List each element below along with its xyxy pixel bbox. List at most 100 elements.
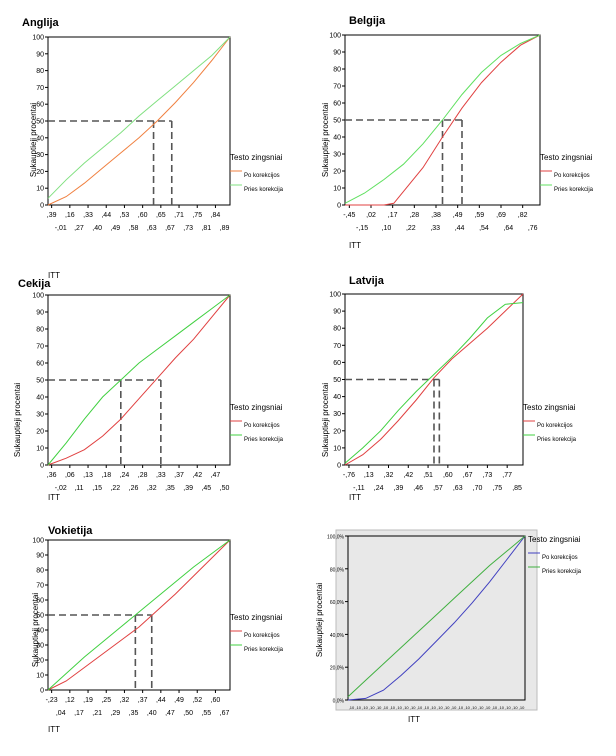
x-tick-label-top: ,49 xyxy=(174,697,184,704)
x-tick-label-top: ,44 xyxy=(156,697,166,704)
x-tick-label-top: ,17 xyxy=(388,212,398,219)
y-axis-label: Sukauptieji procentai xyxy=(321,103,330,177)
y-tick-label: 80 xyxy=(36,327,44,334)
x-tick-label: ,10 xyxy=(403,705,409,710)
y-tick-label: 90 xyxy=(333,309,341,316)
x-tick-label-top: ,84 xyxy=(211,212,221,219)
legend-title: Testo zingsniai xyxy=(540,153,593,162)
x-tick-label-top: ,36 xyxy=(47,472,57,479)
x-tick-label-bottom: ,89 xyxy=(220,225,230,232)
x-tick-label-top: ,19 xyxy=(83,697,93,704)
x-tick-label-bottom: -,11 xyxy=(353,485,365,492)
y-tick-label: 20 xyxy=(333,428,341,435)
x-tick-label: ,10 xyxy=(376,705,382,710)
y-tick-label: 10 xyxy=(36,186,44,193)
series-line-2 xyxy=(47,36,231,199)
x-axis-label: ITT xyxy=(408,715,420,724)
x-tick-label-top: ,13 xyxy=(364,472,374,479)
x-tick-label-bottom: ,50 xyxy=(220,485,230,492)
series-line-1 xyxy=(47,294,231,466)
x-tick-label-bottom: ,39 xyxy=(394,485,404,492)
y-tick-label: 50 xyxy=(333,118,341,125)
x-tick-label-top: -,45 xyxy=(343,212,355,219)
x-tick-label-top: ,51 xyxy=(423,472,433,479)
x-tick-label-top: ,47 xyxy=(211,472,221,479)
y-tick-label: 50 xyxy=(333,377,341,384)
x-tick-label-top: ,60 xyxy=(138,212,148,219)
x-tick-label-bottom: ,54 xyxy=(479,225,489,232)
y-tick-label: 0 xyxy=(337,463,341,470)
y-tick-label: 90 xyxy=(36,553,44,560)
legend-title: Testo zingsniai xyxy=(230,403,283,412)
y-tick-label: 80 xyxy=(333,67,341,74)
y-axis-label: Sukauptieji procentai xyxy=(31,593,40,667)
y-tick-label: 40 xyxy=(333,394,341,401)
y-tick-label: 70 xyxy=(36,85,44,92)
y-tick-label: 40 xyxy=(36,628,44,635)
y-tick-label: 80,0% xyxy=(330,567,345,573)
x-axis-label: ITT xyxy=(48,271,60,280)
chart-panel-1: Anglija 0 10 20 30 40 50 60 70 80 90 100 ,39 ,16 ,33 ,4… xyxy=(22,17,284,280)
x-tick-label-bottom: -,02 xyxy=(55,485,67,492)
y-tick-label: 10 xyxy=(36,673,44,680)
x-tick-label-bottom: ,39 xyxy=(183,485,193,492)
x-tick-label-bottom: ,35 xyxy=(129,710,139,717)
x-tick-label-bottom: ,85 xyxy=(512,485,522,492)
x-tick-label: ,10 xyxy=(498,705,504,710)
x-tick-label-bottom: -,01 xyxy=(55,225,67,232)
legend-label: Pries korekcija xyxy=(244,187,284,193)
x-tick-label-top: -,76 xyxy=(343,472,355,479)
x-tick-label-bottom: ,33 xyxy=(430,225,440,232)
x-tick-label-bottom: ,10 xyxy=(382,225,392,232)
y-tick-label: 0,0% xyxy=(333,699,345,705)
x-tick-label-top: ,12 xyxy=(65,697,75,704)
x-tick-label-bottom: ,75 xyxy=(492,485,502,492)
legend-title: Testo zingsniai xyxy=(523,403,576,412)
legend-title: Testo zingsniai xyxy=(528,535,581,544)
x-tick-label-top: ,60 xyxy=(211,697,221,704)
x-tick-label-top: ,71 xyxy=(174,212,184,219)
x-tick-label: ,10 xyxy=(464,705,470,710)
x-tick-label: ,10 xyxy=(458,705,464,710)
x-tick-label-bottom: ,63 xyxy=(453,485,463,492)
x-tick-label-top: ,38 xyxy=(431,212,441,219)
x-tick-label-top: ,42 xyxy=(403,472,413,479)
y-tick-label: 50 xyxy=(36,378,44,385)
x-tick-label-top: ,37 xyxy=(138,697,148,704)
x-tick-label-bottom: ,29 xyxy=(110,710,120,717)
x-tick-label-bottom: ,49 xyxy=(110,225,120,232)
legend-label: Po korekcijos xyxy=(542,555,578,561)
x-tick-label-bottom: ,55 xyxy=(201,710,211,717)
x-tick-label-top: ,18 xyxy=(101,472,111,479)
y-tick-label: 10 xyxy=(333,445,341,452)
x-tick-label-bottom: ,26 xyxy=(129,485,139,492)
x-tick-label-top: ,02 xyxy=(366,212,376,219)
x-tick-label-top: ,39 xyxy=(47,212,57,219)
x-tick-label-bottom: ,35 xyxy=(165,485,175,492)
x-tick-label-top: ,16 xyxy=(65,212,75,219)
x-tick-label-top: ,60 xyxy=(443,472,453,479)
plot-frame xyxy=(347,535,526,701)
series-line-1 xyxy=(47,539,231,691)
x-tick-label: ,10 xyxy=(519,705,525,710)
x-tick-label-top: -,23 xyxy=(46,697,58,704)
y-tick-label: 0 xyxy=(40,688,44,695)
y-axis-label: Sukauptieji procentai xyxy=(29,103,38,177)
x-tick-label: ,10 xyxy=(492,705,498,710)
x-tick-label-top: ,33 xyxy=(156,472,166,479)
y-tick-label: 20 xyxy=(36,169,44,176)
y-tick-label: 70 xyxy=(333,84,341,91)
y-tick-label: 60 xyxy=(333,360,341,367)
x-tick-label: ,10 xyxy=(362,705,368,710)
x-tick-label-bottom: ,46 xyxy=(413,485,423,492)
y-tick-label: 70 xyxy=(36,583,44,590)
y-tick-label: 80 xyxy=(36,68,44,75)
legend-label: Pries korekcija xyxy=(244,437,284,443)
x-axis-label: ITT xyxy=(48,493,60,502)
legend-label: Pries korekcija xyxy=(537,437,577,443)
x-tick-label-bottom: ,58 xyxy=(129,225,139,232)
y-tick-label: 0 xyxy=(40,463,44,470)
x-tick-label-bottom: ,40 xyxy=(147,710,157,717)
y-tick-label: 30 xyxy=(333,411,341,418)
